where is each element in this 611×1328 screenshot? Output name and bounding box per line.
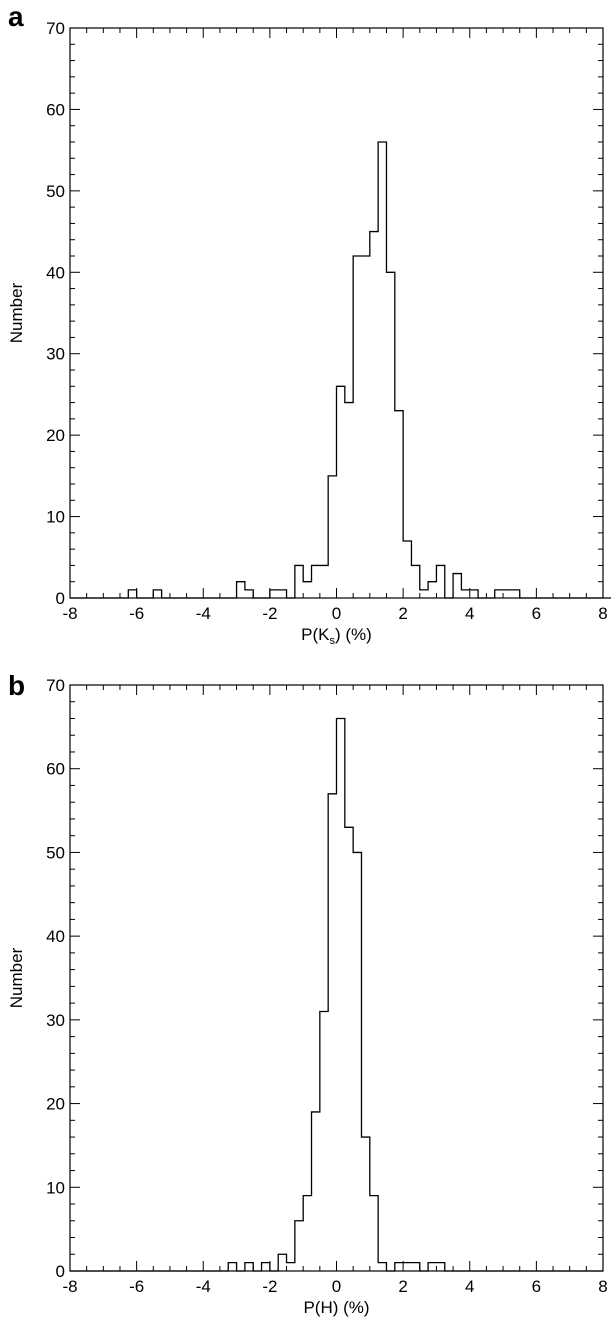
x-axis-label-a-tail: ) (%)	[335, 625, 372, 644]
y-tick-label: 30	[46, 1011, 65, 1030]
y-tick-label: 10	[46, 1178, 65, 1197]
x-axis-label-a-main: P(K	[301, 625, 330, 644]
chart-a-frame	[69, 27, 604, 599]
x-tick-label: 4	[465, 604, 474, 623]
y-tick-label: 20	[46, 1095, 65, 1114]
x-tick-label: 2	[398, 604, 407, 623]
x-tick-label: 0	[332, 604, 341, 623]
histogram-panel-b: b -8 -6 -4 -2 0 2 4 6 8 0 10 20 30 40 50 60 70 P(H) (%) …	[0, 661, 611, 1323]
y-tick-label: 30	[46, 345, 65, 364]
x-tick-label: -8	[62, 1277, 77, 1296]
y-tick-label: 20	[46, 426, 65, 445]
x-axis-label-b-main: P(H) (%)	[303, 1298, 369, 1317]
x-tick-label: 6	[532, 604, 541, 623]
chart-a-tick-labels: -8 -6 -4 -2 0 2 4 6 8 0 10 20 30 40 50 60 70	[46, 19, 608, 623]
y-tick-label: 10	[46, 508, 65, 527]
histogram-a-line	[70, 141, 611, 599]
y-tick-label: 50	[46, 182, 65, 201]
x-axis-label-a-sub: s	[330, 635, 336, 647]
x-tick-label: -6	[129, 604, 144, 623]
x-tick-label: -6	[129, 1277, 144, 1296]
panel-label-b: b	[8, 670, 25, 701]
x-tick-label: 8	[598, 1277, 607, 1296]
y-tick-label: 40	[46, 263, 65, 282]
y-tick-label: 70	[46, 676, 65, 695]
y-axis-label-a: Number	[7, 282, 26, 343]
x-tick-label: -4	[196, 604, 211, 623]
x-tick-label: 8	[598, 604, 607, 623]
panel-label-a: a	[8, 1, 24, 32]
y-axis-label-b: Number	[7, 947, 26, 1008]
x-tick-label: 2	[398, 1277, 407, 1296]
y-tick-label: 0	[56, 1262, 65, 1281]
y-tick-label: 70	[46, 19, 65, 38]
y-tick-label: 40	[46, 927, 65, 946]
chart-b-tick-labels: -8 -6 -4 -2 0 2 4 6 8 0 10 20 30 40 50 60 70	[46, 676, 608, 1296]
y-tick-label: 60	[46, 760, 65, 779]
x-axis-label-b: P(H) (%)	[303, 1298, 369, 1317]
x-tick-label: -4	[196, 1277, 211, 1296]
y-tick-label: 0	[56, 589, 65, 608]
x-tick-label: 4	[465, 1277, 474, 1296]
histogram-b-line	[70, 717, 603, 1272]
chart-b-frame	[69, 684, 604, 1272]
chart-a-ticks	[69, 27, 604, 599]
x-axis-label-a: P(Ks) (%)	[301, 625, 372, 647]
x-tick-label: 6	[532, 1277, 541, 1296]
x-tick-label: -2	[262, 1277, 277, 1296]
y-tick-label: 50	[46, 843, 65, 862]
chart-a-svg: a -8 -6 -4 -2 0 2 4 6 8 0 10 20 30 40 50 60 70 P(Ks) (%)…	[7, 1, 611, 647]
x-tick-label: 0	[332, 1277, 341, 1296]
histogram-panel-a: a -8 -6 -4 -2 0 2 4 6 8 0 10 20 30 40 50 60 70 P(Ks) (%)…	[0, 0, 611, 662]
y-tick-label: 60	[46, 100, 65, 119]
x-tick-label: -2	[262, 604, 277, 623]
x-tick-label: -8	[62, 604, 77, 623]
